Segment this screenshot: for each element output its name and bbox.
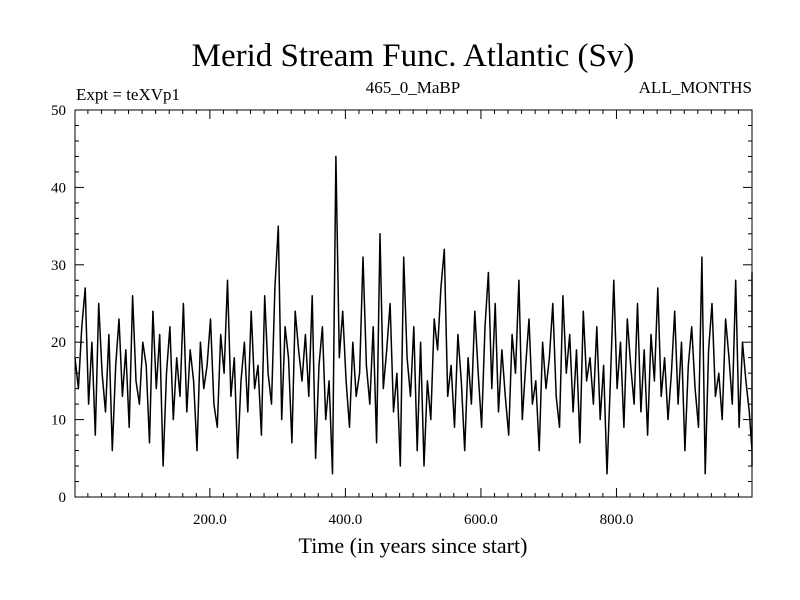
major-ticks: [75, 109, 752, 498]
series-line: [74, 155, 753, 475]
y-tick-label: 50: [51, 103, 66, 119]
plot-frame: [74, 109, 753, 498]
y-tick-label: 30: [51, 258, 66, 274]
x-axis-label: Time (in years since start): [299, 533, 528, 558]
period-label: 465_0_MaBP: [366, 78, 460, 97]
y-tick-label: 20: [51, 335, 66, 351]
y-axis-tick-labels: 0 10 20 30 40 50: [51, 103, 66, 506]
x-axis-tick-labels: 200.0 400.0 600.0 800.0: [193, 512, 633, 528]
x-tick-label: 800.0: [600, 512, 634, 528]
y-tick-label: 10: [51, 413, 66, 429]
experiment-label: Expt = teXVp1: [76, 85, 180, 104]
chart-title: Merid Stream Func. Atlantic (Sv): [192, 38, 635, 74]
x-tick-label: 200.0: [193, 512, 227, 528]
x-tick-label: 400.0: [329, 512, 363, 528]
y-tick-label: 40: [51, 180, 66, 196]
months-label: ALL_MONTHS: [639, 78, 752, 97]
y-tick-label: 0: [59, 490, 67, 506]
minor-ticks: [75, 110, 752, 497]
x-tick-label: 600.0: [464, 512, 498, 528]
